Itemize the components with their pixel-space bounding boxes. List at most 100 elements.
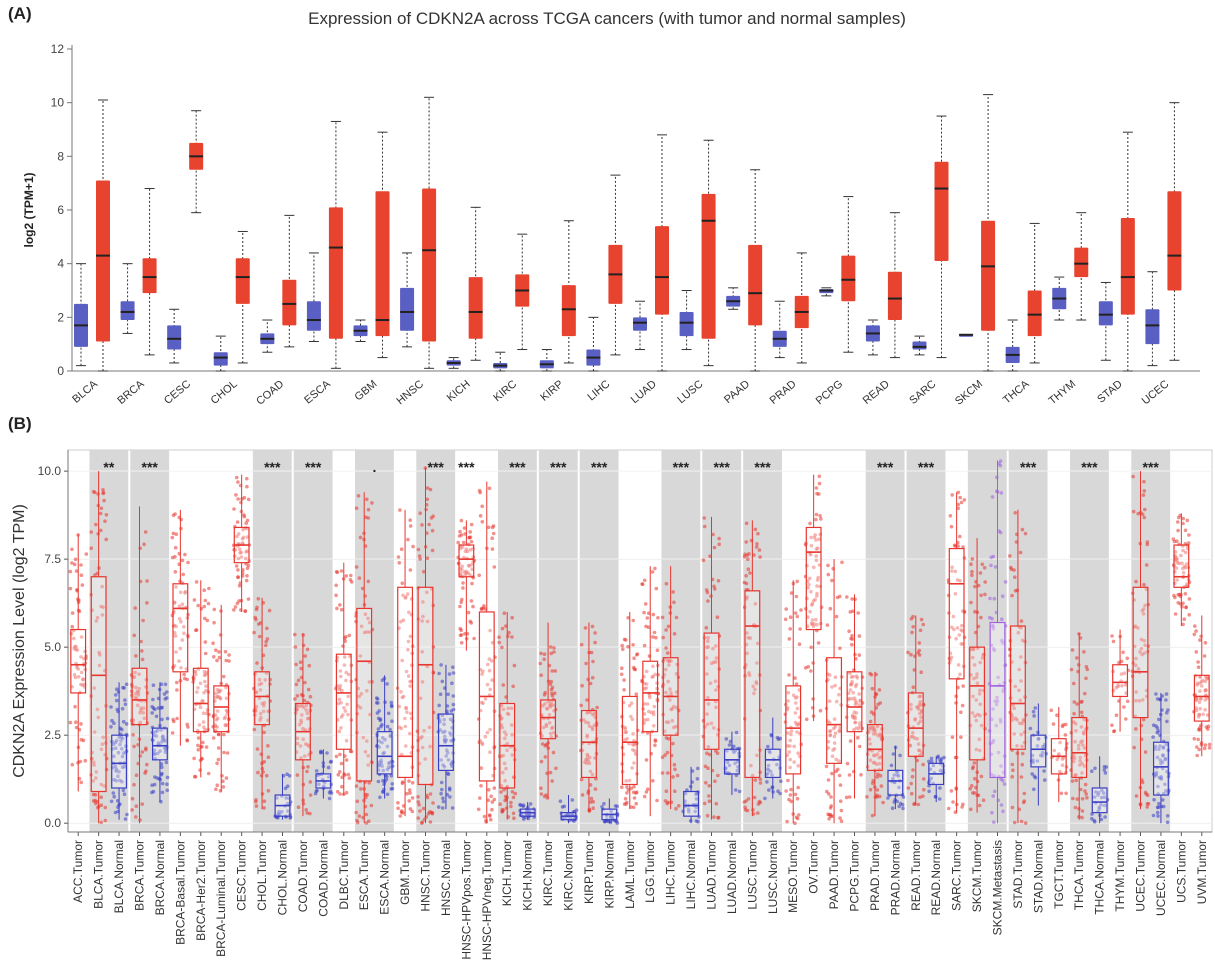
data-point xyxy=(1134,727,1138,731)
x-tick-label: READ.Normal xyxy=(929,840,943,915)
data-point xyxy=(1195,745,1199,749)
data-point xyxy=(346,712,350,717)
ucs-tumor-box xyxy=(1173,544,1190,588)
data-point xyxy=(838,646,842,651)
data-point xyxy=(96,805,100,810)
data-point xyxy=(461,586,465,590)
data-point xyxy=(89,530,93,534)
data-point xyxy=(341,713,345,717)
data-point xyxy=(1156,814,1160,818)
data-point xyxy=(978,571,983,575)
data-point xyxy=(487,486,492,491)
data-point xyxy=(389,787,394,791)
data-point xyxy=(811,697,815,701)
data-point xyxy=(306,743,310,747)
hnsc-normal-box xyxy=(400,287,415,331)
data-point xyxy=(451,707,456,712)
data-point xyxy=(787,797,791,802)
x-tick-label: THCA.Normal xyxy=(1093,840,1107,915)
data-point xyxy=(155,728,160,733)
data-point xyxy=(625,791,629,795)
x-tick-label: COAD.Tumor xyxy=(296,840,310,912)
data-point xyxy=(746,797,751,801)
dlbc-tumor-box xyxy=(335,653,352,750)
data-point xyxy=(416,795,420,799)
data-point xyxy=(425,486,430,490)
data-point xyxy=(632,784,636,789)
skcm-metastasis-box xyxy=(989,621,1006,779)
data-point xyxy=(306,716,311,721)
data-point xyxy=(418,511,423,515)
significance-marker: *** xyxy=(264,459,281,475)
x-tick-label: PAAD.Tumor xyxy=(827,840,841,909)
data-point xyxy=(197,723,202,727)
shade-lihc xyxy=(661,450,701,832)
data-point xyxy=(217,650,221,654)
x-tick-label: READ xyxy=(861,378,892,407)
data-point xyxy=(744,521,749,526)
data-point xyxy=(439,663,443,667)
data-point xyxy=(357,814,362,818)
data-point xyxy=(287,774,292,778)
data-point xyxy=(1020,751,1025,756)
data-point xyxy=(145,601,149,605)
data-point xyxy=(344,758,349,762)
data-point xyxy=(102,498,106,503)
data-point xyxy=(68,586,73,591)
data-point xyxy=(416,547,421,552)
data-point xyxy=(399,619,403,624)
data-point xyxy=(501,707,506,712)
data-point xyxy=(258,688,263,692)
data-point xyxy=(653,738,658,742)
data-point xyxy=(95,615,100,620)
data-point xyxy=(1157,717,1161,722)
data-point xyxy=(241,527,245,532)
data-point xyxy=(303,680,307,685)
data-point xyxy=(224,696,229,701)
data-point xyxy=(173,545,178,550)
data-point xyxy=(1185,518,1190,523)
data-point xyxy=(114,746,118,750)
data-point xyxy=(503,798,507,803)
data-point xyxy=(183,676,187,681)
data-point xyxy=(91,779,95,783)
data-point xyxy=(1110,634,1114,638)
data-point xyxy=(1176,520,1180,524)
data-point xyxy=(906,786,911,790)
data-point xyxy=(1010,593,1014,598)
data-point xyxy=(591,713,595,717)
data-point xyxy=(416,800,421,804)
data-point xyxy=(384,777,389,782)
data-point xyxy=(799,608,803,612)
data-point xyxy=(1079,710,1084,715)
brca-luminal-tumor-box xyxy=(213,685,230,733)
data-point xyxy=(467,564,472,568)
x-tick-label: SARC.Tumor xyxy=(950,840,964,911)
data-point xyxy=(252,727,257,732)
data-point xyxy=(550,779,554,783)
data-point xyxy=(552,650,556,654)
x-tick-label: SARC xyxy=(907,378,938,407)
data-point xyxy=(828,606,833,611)
data-point xyxy=(170,535,175,540)
data-point xyxy=(276,815,280,820)
data-point xyxy=(910,630,914,635)
data-point xyxy=(243,609,247,613)
data-point xyxy=(377,760,382,764)
data-point xyxy=(826,572,831,577)
data-point xyxy=(543,755,548,759)
data-point xyxy=(245,476,249,481)
data-point xyxy=(172,600,177,605)
data-point xyxy=(512,816,516,820)
data-point xyxy=(70,547,74,552)
data-point xyxy=(549,735,554,739)
data-point xyxy=(758,555,762,559)
data-point xyxy=(471,604,475,609)
data-point xyxy=(246,497,251,502)
data-point xyxy=(1161,798,1165,802)
data-point xyxy=(262,703,266,708)
data-point xyxy=(68,569,73,574)
data-point xyxy=(73,644,77,649)
data-point xyxy=(1059,791,1064,796)
data-point xyxy=(742,554,747,559)
